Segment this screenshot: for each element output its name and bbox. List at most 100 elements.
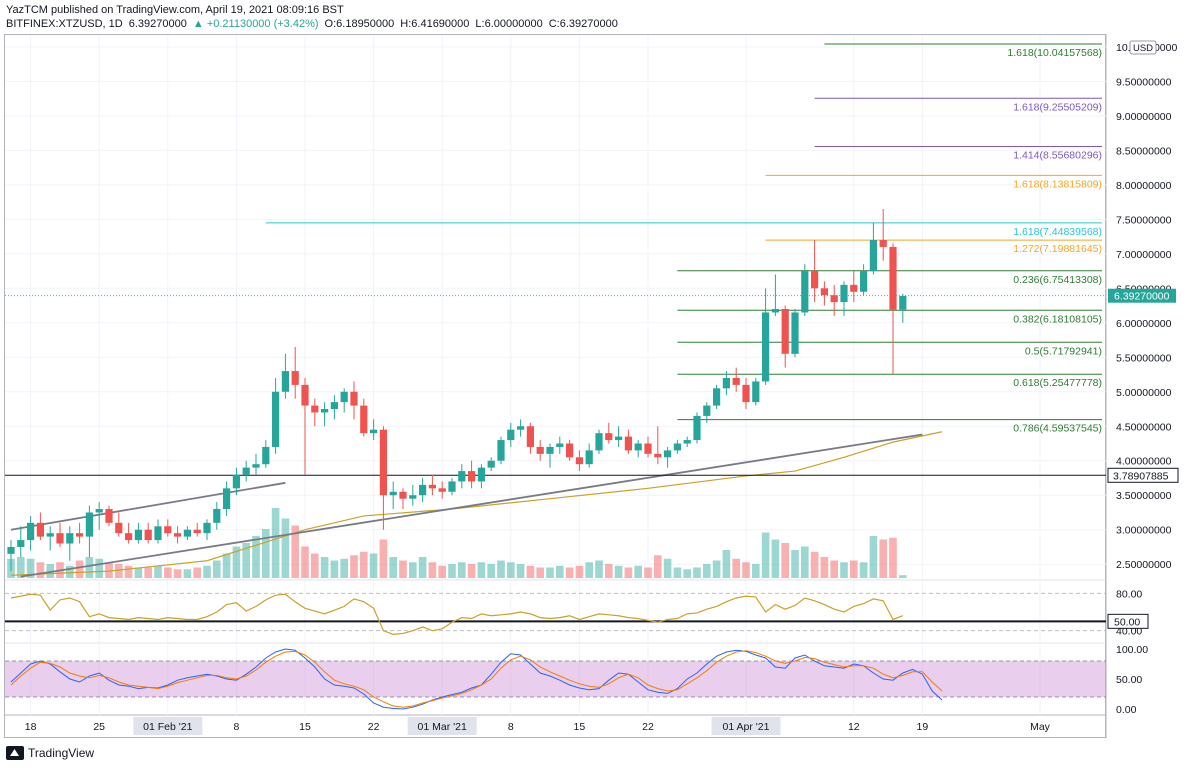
- candle-body: [713, 388, 721, 406]
- candle-body: [595, 433, 603, 451]
- candle-body: [458, 471, 466, 482]
- volume-bar: [565, 567, 574, 578]
- volume-bar: [340, 558, 348, 578]
- volume-bar: [271, 508, 280, 578]
- volume-bar: [262, 529, 270, 578]
- volume-bar: [683, 569, 691, 578]
- ohlc-legend: BITFINEX:XTZUSD, 1D 6.39270000 ▲ +0.211300…: [6, 18, 624, 30]
- price-tick-label: 9.00000000: [1116, 111, 1172, 123]
- candle-body: [66, 533, 74, 544]
- support-price-tag: [1107, 467, 1179, 483]
- candle-body: [154, 526, 162, 541]
- volume-bar: [183, 569, 192, 578]
- volume-bar: [644, 567, 652, 578]
- price-tick-label: 4.00000000: [1116, 456, 1172, 468]
- candle-body: [850, 284, 858, 292]
- candle-body: [360, 405, 368, 434]
- volume-bar: [722, 550, 731, 578]
- footer-brand-label: TradingView: [28, 746, 95, 760]
- volume-bar: [46, 564, 54, 578]
- tradingview-logo-icon: [6, 746, 24, 760]
- volume-bar: [556, 565, 564, 578]
- candle-body: [56, 533, 64, 544]
- candle-body: [664, 450, 672, 458]
- volume-bar: [360, 551, 368, 578]
- fib-level-label: 1.618(8.13815809): [1013, 178, 1102, 190]
- volume-bar: [291, 525, 299, 578]
- volume-bar: [467, 564, 476, 578]
- date-tick-label: 22: [368, 721, 380, 733]
- volume-bar: [458, 562, 466, 578]
- volume-bar: [546, 567, 554, 578]
- volume-bar: [75, 560, 84, 578]
- volume-bar: [761, 532, 770, 578]
- candle-body: [164, 526, 172, 534]
- date-tick-label: 01 Feb '21: [143, 721, 192, 733]
- candle-body: [252, 464, 260, 468]
- volume-bar: [66, 565, 74, 578]
- candle-body: [507, 429, 515, 441]
- volume-bar: [605, 564, 613, 578]
- volume-bar: [526, 565, 535, 578]
- date-tick-box: [407, 717, 477, 735]
- current-price-tag: [1108, 288, 1176, 303]
- price-tick-label: 5.00000000: [1116, 387, 1172, 399]
- volume-bar: [516, 564, 525, 578]
- indicator2-tick-label: 50.00: [1116, 674, 1142, 686]
- volume-bar: [389, 557, 397, 578]
- symbol-label[interactable]: BITFINEX:XTZUSD, 1D: [6, 18, 123, 30]
- candle-body: [762, 312, 770, 382]
- candle-body: [722, 377, 730, 389]
- volume-bar: [585, 562, 593, 578]
- volume-bar: [634, 565, 642, 578]
- candle-body: [801, 271, 809, 313]
- fib-level-label: 1.618(10.04157568): [1007, 47, 1102, 59]
- date-tick-label: 15: [574, 721, 586, 733]
- price-tick-label: 2.50000000: [1116, 559, 1172, 571]
- candle-body: [134, 529, 142, 541]
- support-price-label: 3.78907885: [1113, 470, 1169, 482]
- volume-bar: [105, 562, 113, 578]
- candle-body: [487, 460, 495, 468]
- price-tick-label: 7.00000000: [1116, 249, 1172, 261]
- date-tick-label: 19: [917, 721, 929, 733]
- candle-body: [556, 443, 564, 447]
- candle-body: [448, 481, 456, 492]
- price-tick-label: 6.00000000: [1116, 318, 1172, 330]
- candle-body: [673, 443, 681, 451]
- candle-body: [174, 533, 182, 537]
- candle-body: [605, 433, 613, 441]
- date-tick-label: 8: [508, 721, 514, 733]
- candle-body: [624, 436, 632, 451]
- candle-body: [752, 381, 760, 403]
- candle-body: [223, 488, 231, 510]
- volume-bar: [536, 567, 544, 578]
- candle-body: [526, 426, 534, 447]
- indicator1-level-tag: [1107, 613, 1149, 629]
- volume-bar: [232, 546, 241, 578]
- date-tick-box: [711, 717, 781, 735]
- volume-bar: [742, 562, 750, 578]
- fib-level-label: 1.618(9.25505209): [1013, 101, 1102, 113]
- fib-level-label: 0.618(5.25477778): [1013, 377, 1102, 389]
- candle-body: [7, 546, 15, 554]
- date-tick-label: 15: [299, 721, 311, 733]
- volume-bar: [781, 543, 789, 578]
- volume-bar: [17, 557, 25, 578]
- volume-bar: [899, 575, 907, 578]
- volume-bar: [801, 546, 809, 578]
- volume-bar: [252, 536, 260, 578]
- candle-body: [389, 491, 397, 496]
- candle-body: [869, 240, 877, 272]
- volume-bar: [330, 560, 339, 578]
- volume-bar: [399, 560, 407, 578]
- candle-body: [242, 467, 250, 475]
- volume-bar: [144, 567, 152, 578]
- volume-bar: [428, 562, 437, 578]
- candle-body: [644, 443, 652, 454]
- volume-bar: [477, 562, 486, 578]
- date-tick-label: 8: [233, 721, 239, 733]
- candle-body: [203, 522, 211, 534]
- candle-body: [889, 246, 897, 310]
